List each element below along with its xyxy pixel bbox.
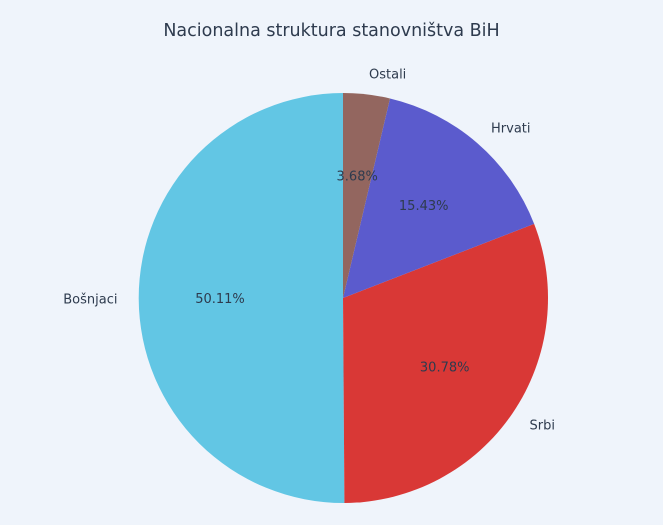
pie-category-label: Ostali <box>369 68 406 83</box>
pie-slice-hrvati <box>343 98 535 299</box>
pie-pct-label: 15.43% <box>399 199 449 214</box>
pie-pct-label: 30.78% <box>420 361 470 376</box>
pie-category-label: Srbi <box>530 418 555 433</box>
pie-slice-bosnjaci <box>138 93 345 504</box>
pie-pct-label: 3.68% <box>337 169 378 184</box>
pie-slice-srbi <box>343 223 549 503</box>
pie-category-label: Hrvati <box>491 121 531 136</box>
pie-slice-ostali <box>343 93 390 298</box>
pie-pct-label: 50.11% <box>195 292 245 307</box>
chart-title: Nacionalna struktura stanovništva BiH <box>163 21 500 41</box>
pie-category-label: Bošnjaci <box>63 292 117 307</box>
